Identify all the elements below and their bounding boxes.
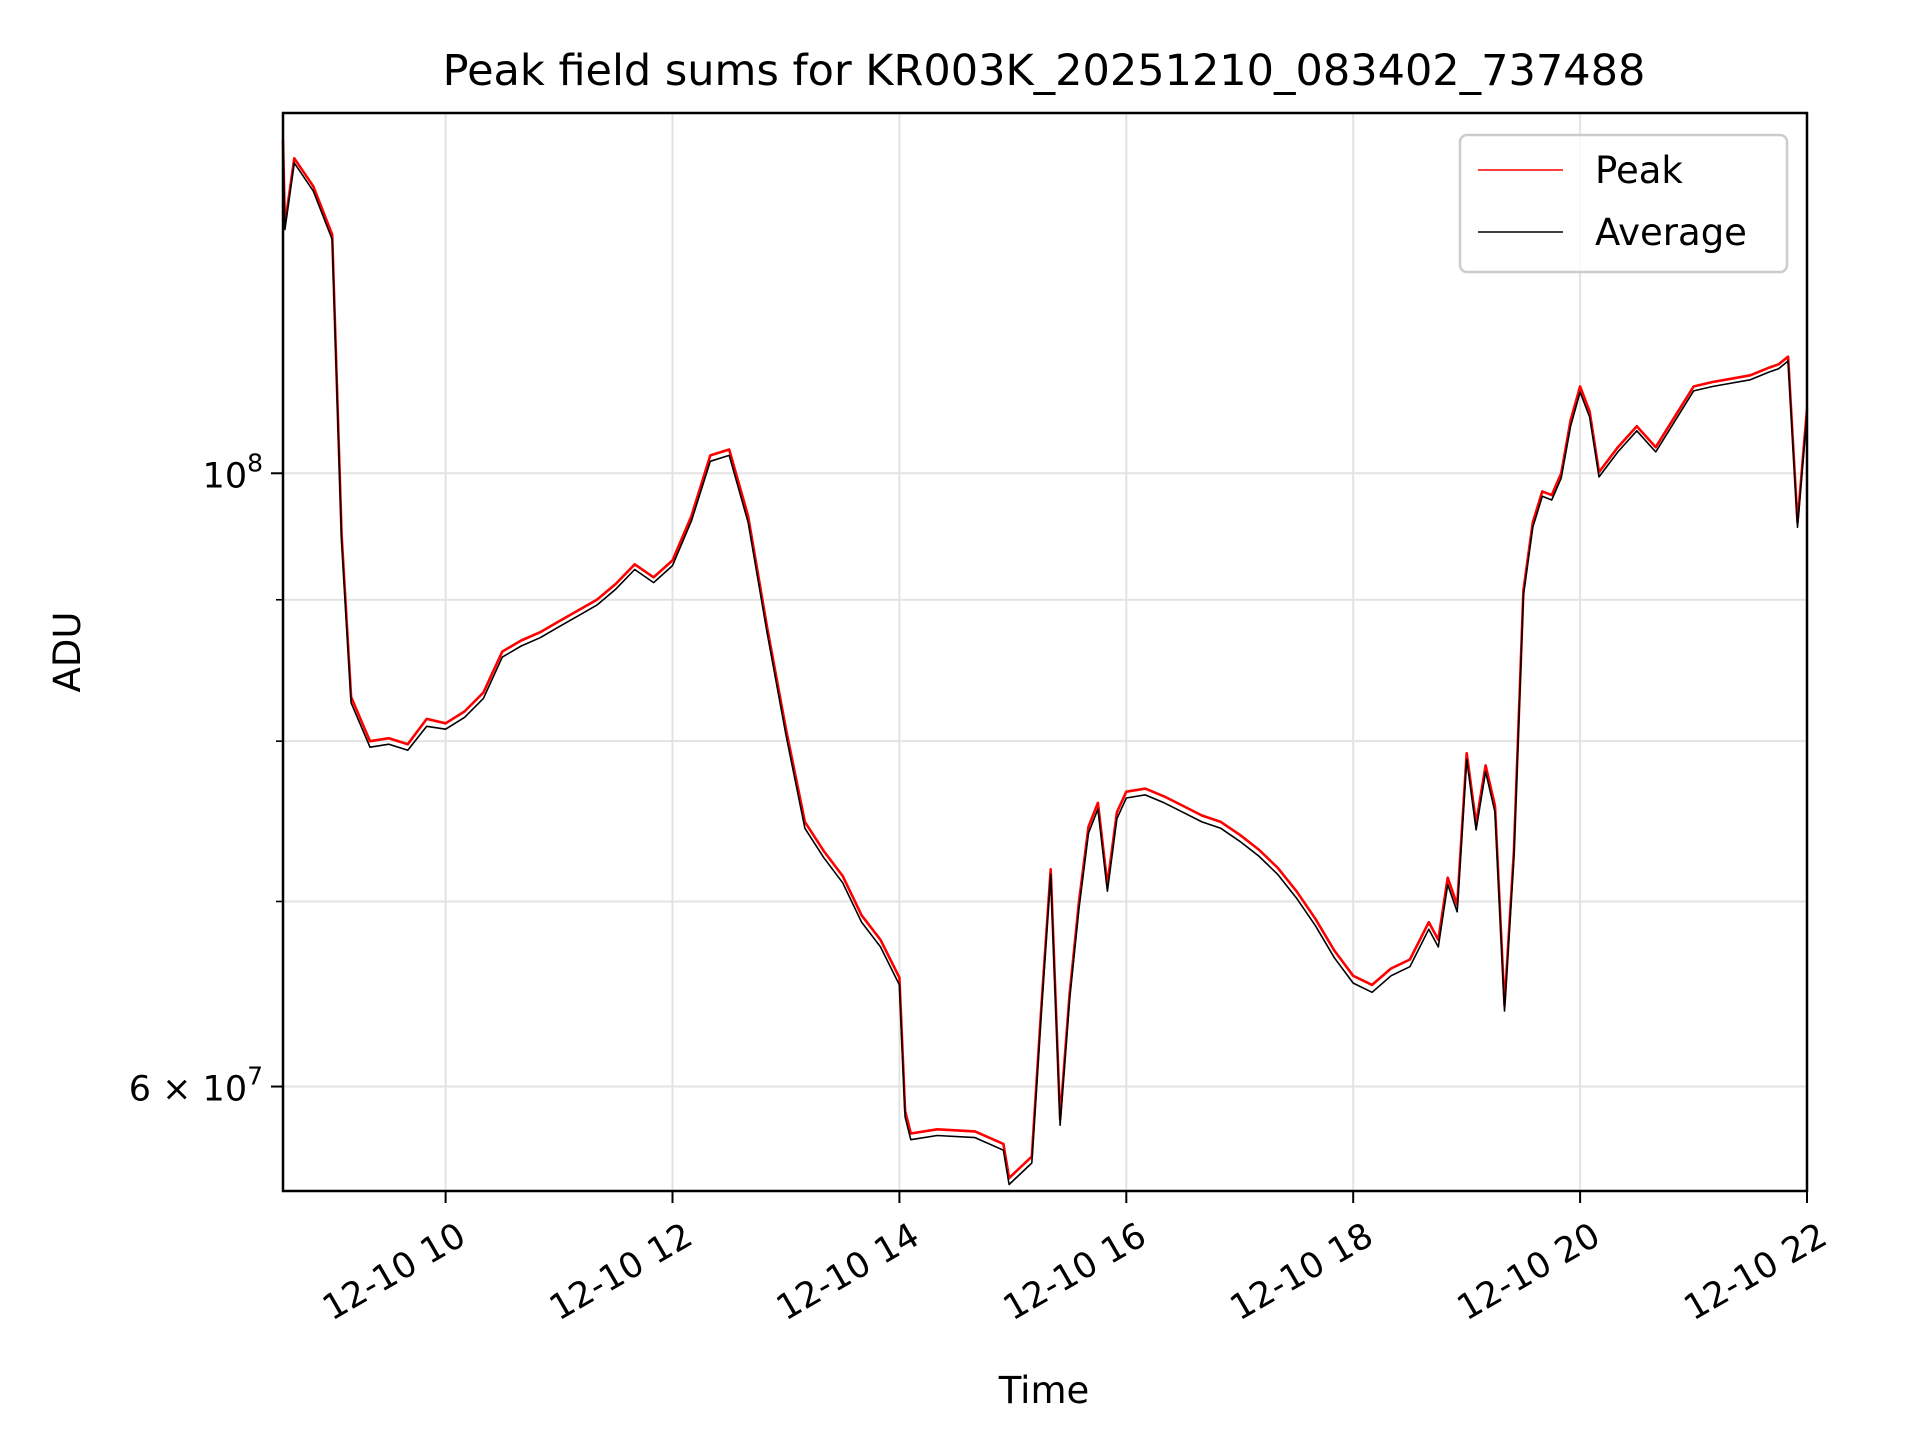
y-tick-exponent: 7 bbox=[247, 1062, 263, 1091]
series-line-peak bbox=[281, 139, 1809, 1180]
y-tick-exponent: 8 bbox=[247, 448, 263, 477]
grid-lines bbox=[283, 113, 1808, 1191]
y-axis: 108 6 × 107 bbox=[129, 448, 283, 1110]
y-axis-label: ADU bbox=[46, 612, 89, 693]
y-tick-label: 6 × 107 bbox=[129, 1062, 263, 1110]
chart-title: Peak field sums for KR003K_20251210_0834… bbox=[443, 46, 1646, 96]
x-tick-label: 12-10 10 bbox=[316, 1216, 472, 1329]
x-tick-label: 12-10 14 bbox=[770, 1216, 926, 1329]
x-tick-label: 12-10 12 bbox=[543, 1216, 699, 1329]
x-tick-label: 12-10 20 bbox=[1451, 1216, 1607, 1329]
x-tick-label: 12-10 18 bbox=[1224, 1216, 1380, 1329]
legend: Peak Average bbox=[1458, 133, 1789, 274]
legend-average-label: Average bbox=[1595, 211, 1747, 254]
y-tick-mantissa: 10 bbox=[203, 456, 248, 496]
plot-frame bbox=[281, 111, 1809, 1193]
x-axis: 12-10 10 12-10 12 12-10 14 12-10 16 12-10 18… bbox=[316, 1191, 1834, 1329]
y-tick-mantissa: 6 × 10 bbox=[129, 1070, 247, 1110]
x-tick-label: 12-10 16 bbox=[997, 1216, 1153, 1329]
legend-peak-label: Peak bbox=[1595, 149, 1683, 192]
x-axis-label: Time bbox=[998, 1369, 1090, 1412]
x-tick-label: 12-10 22 bbox=[1678, 1216, 1834, 1329]
y-tick-label: 108 bbox=[203, 448, 263, 496]
series-line-average bbox=[282, 144, 1808, 1186]
series-lines bbox=[281, 139, 1809, 1186]
